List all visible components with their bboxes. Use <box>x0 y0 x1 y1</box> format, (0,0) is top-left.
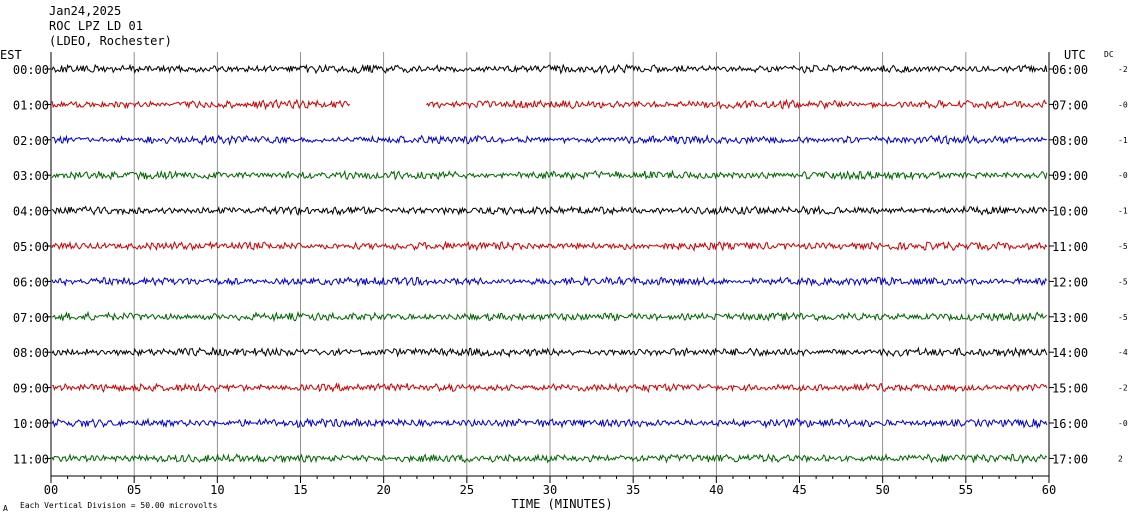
dc-offset-2: -1 <box>1118 136 1128 145</box>
trace-03:00 <box>51 169 1048 181</box>
utc-label-13:00: 13:00 <box>1052 311 1088 325</box>
trace-02:00 <box>51 133 1048 146</box>
x-tick-label-00: 00 <box>44 483 58 497</box>
x-tick-label-45: 45 <box>792 483 806 497</box>
utc-label-14:00: 14:00 <box>1052 346 1088 360</box>
utc-label-16:00: 16:00 <box>1052 417 1088 431</box>
trace-09:00 <box>51 381 1048 394</box>
dc-offset-header: DC <box>1104 50 1114 59</box>
utc-label-10:00: 10:00 <box>1052 205 1088 219</box>
est-label-07:00: 07:00 <box>13 311 49 325</box>
chart-network: (LDEO, Rochester) <box>49 34 172 48</box>
chart-station: ROC LPZ LD 01 <box>49 19 143 33</box>
utc-label-09:00: 09:00 <box>1052 169 1088 183</box>
utc-label-07:00: 07:00 <box>1052 98 1088 112</box>
utc-label-15:00: 15:00 <box>1052 382 1088 396</box>
trace-01:00 <box>51 98 351 111</box>
dc-offset-10: -0 <box>1118 419 1128 428</box>
dc-offset-11: 2 <box>1118 454 1123 463</box>
trace-11:00 <box>51 452 1048 465</box>
est-label-02:00: 02:00 <box>13 134 49 148</box>
est-label-10:00: 10:00 <box>13 417 49 431</box>
est-label-04:00: 04:00 <box>13 205 49 219</box>
x-tick-label-60: 60 <box>1042 483 1056 497</box>
utc-label-11:00: 11:00 <box>1052 240 1088 254</box>
trace-01:00-part2 <box>426 98 1048 111</box>
utc-label-12:00: 12:00 <box>1052 275 1088 289</box>
trace-06:00 <box>51 275 1048 288</box>
x-tick-label-35: 35 <box>626 483 640 497</box>
est-label-01:00: 01:00 <box>13 98 49 112</box>
utc-label-08:00: 08:00 <box>1052 134 1088 148</box>
trace-04:00 <box>51 204 1048 217</box>
est-label-09:00: 09:00 <box>13 382 49 396</box>
dc-offset-1: -0 <box>1118 100 1128 109</box>
dc-offset-5: -5 <box>1118 242 1128 251</box>
dc-offset-0: -2 <box>1118 65 1128 74</box>
footer-scale-note: Each Vertical Division = 50.00 microvolt… <box>20 501 218 510</box>
x-tick-label-10: 10 <box>210 483 224 497</box>
est-label-03:00: 03:00 <box>13 169 49 183</box>
trace-10:00 <box>51 417 1048 430</box>
x-tick-label-40: 40 <box>709 483 723 497</box>
chart-date: Jan24,2025 <box>49 4 122 18</box>
utc-label-06:00: 06:00 <box>1052 63 1088 77</box>
x-tick-label-50: 50 <box>875 483 889 497</box>
est-label-05:00: 05:00 <box>13 240 49 254</box>
est-label-00:00: 00:00 <box>13 63 49 77</box>
trace-08:00 <box>51 346 1048 358</box>
est-label-08:00: 08:00 <box>13 346 49 360</box>
trace-07:00 <box>51 310 1048 323</box>
x-tick-label-20: 20 <box>376 483 390 497</box>
footer-mark: A <box>3 504 8 513</box>
dc-offset-8: -4 <box>1118 348 1128 357</box>
trace-00:00 <box>51 63 1048 75</box>
right-axis-label: UTC <box>1064 48 1086 62</box>
est-label-11:00: 11:00 <box>13 452 49 466</box>
dc-offset-9: -2 <box>1118 384 1128 393</box>
x-tick-label-30: 30 <box>543 483 557 497</box>
dc-offset-3: -0 <box>1118 171 1128 180</box>
x-tick-label-55: 55 <box>959 483 973 497</box>
x-tick-label-15: 15 <box>293 483 307 497</box>
est-label-06:00: 06:00 <box>13 275 49 289</box>
x-tick-label-05: 05 <box>127 483 141 497</box>
dc-offset-6: -5 <box>1118 277 1128 286</box>
x-tick-label-25: 25 <box>460 483 474 497</box>
dc-offset-7: -5 <box>1118 313 1128 322</box>
x-axis-title: TIME (MINUTES) <box>511 497 612 511</box>
dc-offset-4: -1 <box>1118 207 1128 216</box>
utc-label-17:00: 17:00 <box>1052 452 1088 466</box>
trace-05:00 <box>51 240 1048 252</box>
left-axis-label: EST <box>0 48 22 62</box>
